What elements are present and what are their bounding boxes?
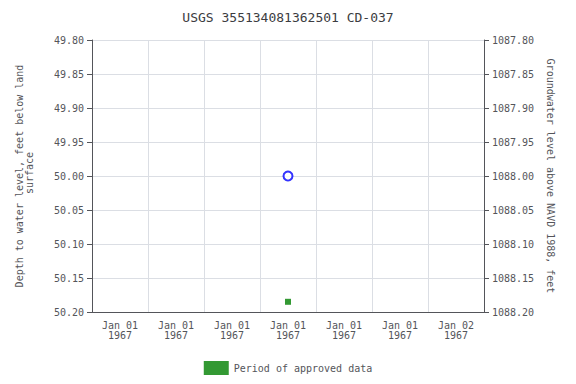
svg-text:surface: surface (24, 152, 35, 200)
svg-text:50.10: 50.10 (54, 239, 84, 250)
svg-text:50.00: 50.00 (54, 171, 84, 182)
svg-text:Groundwater level above NAVD 1: Groundwater level above NAVD 1988, feet (545, 59, 556, 294)
svg-text:Jan 01: Jan 01 (381, 319, 419, 331)
svg-text:1967: 1967 (220, 330, 244, 341)
svg-text:49.90: 49.90 (54, 103, 84, 114)
svg-text:1967: 1967 (332, 330, 356, 341)
svg-text:Jan 01: Jan 01 (269, 319, 307, 331)
svg-text:1088.15: 1088.15 (492, 273, 534, 284)
svg-text:1087.85: 1087.85 (492, 69, 534, 80)
svg-text:Depth to water level, feet bel: Depth to water level, feet below land (13, 64, 25, 288)
svg-text:1967: 1967 (388, 330, 412, 341)
svg-text:1967: 1967 (108, 330, 132, 341)
svg-text:1087.95: 1087.95 (492, 137, 534, 148)
svg-text:50.15: 50.15 (54, 273, 84, 284)
svg-text:1088.10: 1088.10 (492, 239, 534, 250)
svg-text:Jan 01: Jan 01 (213, 319, 251, 331)
svg-text:49.85: 49.85 (54, 69, 84, 80)
svg-text:49.95: 49.95 (54, 137, 84, 148)
svg-text:49.80: 49.80 (54, 35, 84, 46)
svg-text:1967: 1967 (276, 330, 300, 341)
svg-text:1967: 1967 (164, 330, 188, 341)
svg-text:Jan 02: Jan 02 (437, 319, 475, 331)
svg-text:Period of approved data: Period of approved data (234, 363, 372, 374)
svg-text:1088.00: 1088.00 (492, 171, 534, 182)
svg-text:1967: 1967 (444, 330, 468, 341)
svg-text:1087.80: 1087.80 (492, 35, 534, 46)
svg-text:Jan 01: Jan 01 (325, 319, 363, 331)
svg-text:1088.05: 1088.05 (492, 205, 534, 216)
svg-text:1087.90: 1087.90 (492, 103, 534, 114)
svg-text:USGS 355134081362501 CD-037: USGS 355134081362501 CD-037 (182, 10, 393, 25)
svg-text:Jan 01: Jan 01 (101, 319, 139, 331)
svg-text:Jan 01: Jan 01 (157, 319, 195, 331)
svg-text:50.20: 50.20 (54, 307, 84, 318)
svg-text:1088.20: 1088.20 (492, 307, 534, 318)
svg-text:50.05: 50.05 (54, 205, 84, 216)
